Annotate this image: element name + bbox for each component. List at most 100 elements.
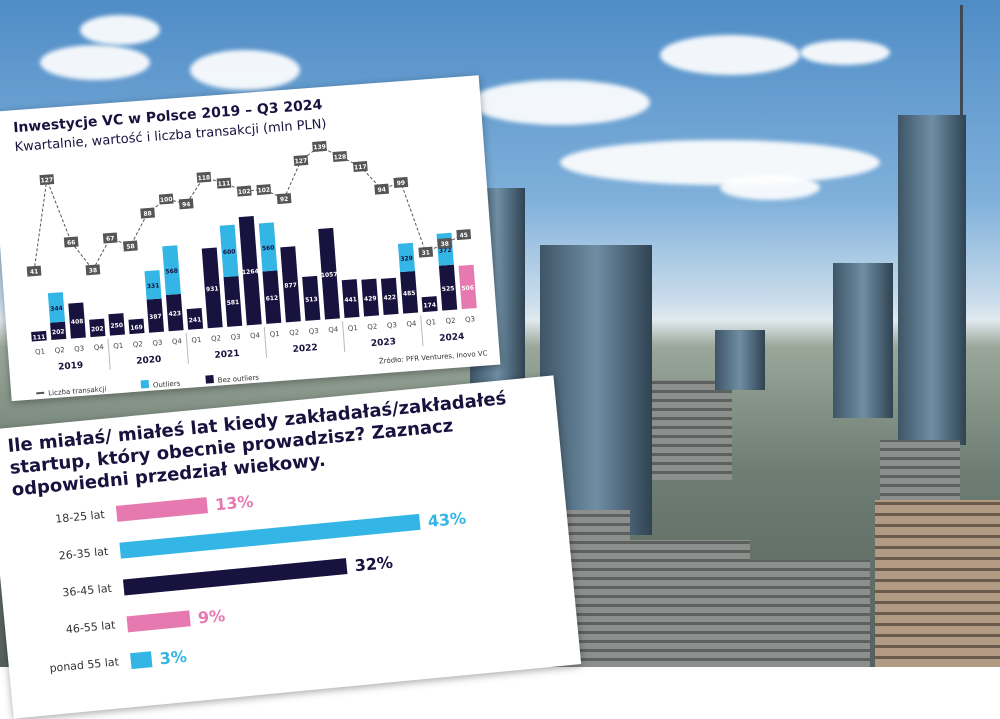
transaction-marker: [293, 154, 309, 166]
category-label: ponad 55 lat: [49, 655, 120, 675]
quarter-tick-label: Q2: [133, 340, 144, 349]
transaction-label: 128: [333, 154, 346, 162]
transaction-label: 41: [30, 268, 39, 276]
legend-outliers-swatch: [140, 379, 150, 389]
bar-value-label: 612: [265, 295, 278, 303]
year-label: 2019: [58, 361, 84, 373]
bar-outliers: [397, 242, 416, 273]
bar-outlier-label: 560: [262, 244, 275, 252]
bar-bez-outliers: [146, 298, 165, 333]
percent-label: 3%: [159, 647, 188, 669]
transaction-label: 66: [67, 239, 76, 247]
year-label: 2023: [371, 337, 397, 349]
transaction-label: 100: [160, 196, 173, 204]
bar-outlier-label: 329: [400, 255, 413, 263]
age-bar: [115, 497, 208, 522]
year-label: 2024: [439, 332, 465, 344]
bar-value-label: 169: [130, 324, 143, 332]
transaction-marker: [456, 229, 472, 241]
bar-bez-outliers: [128, 318, 145, 335]
legend-label: Bez outliers: [217, 374, 259, 385]
transaction-marker: [256, 184, 272, 196]
age-bar: [130, 651, 153, 670]
bar-value-label: 202: [52, 328, 65, 336]
quarter-tick-label: Q3: [74, 345, 85, 354]
quarter-tick-label: Q4: [172, 337, 183, 346]
percent-label: 9%: [197, 606, 226, 628]
transaction-marker: [236, 185, 252, 197]
transaction-marker: [332, 150, 348, 162]
bar-value-label: 485: [403, 290, 416, 298]
transaction-label: 38: [89, 267, 98, 275]
quarter-tick-label: Q2: [54, 346, 65, 355]
bar-bez-outliers: [238, 216, 262, 326]
year-label: 2022: [292, 343, 318, 355]
bar-value-label: 1264: [242, 268, 259, 276]
quarter-tick-label: Q4: [328, 325, 339, 334]
bar-outliers: [162, 245, 181, 296]
bar-value-label: 441: [344, 296, 357, 304]
transaction-label: 58: [126, 243, 135, 251]
bar-bez-outliers: [186, 308, 204, 330]
bar-bez-outliers: [68, 302, 86, 339]
bar-outliers: [47, 292, 66, 323]
quarter-tick-label: Q2: [367, 323, 378, 332]
transaction-marker: [39, 174, 55, 186]
bar-value-label: 422: [383, 294, 396, 302]
transaction-marker: [352, 161, 368, 173]
bar-outlier-label: 600: [223, 248, 236, 256]
quarter-tick-label: Q3: [308, 327, 319, 336]
bar-outliers: [219, 224, 239, 278]
transaction-label: 94: [377, 186, 386, 194]
quarter-tick-label: Q4: [406, 320, 417, 329]
bar-value-label: 506: [461, 284, 474, 292]
year-divider: [185, 332, 189, 364]
bar-outlier-label: 344: [50, 305, 63, 313]
vc-investment-chart-card: Inwestycje VC w Polsce 2019 – Q3 2024 Kw…: [0, 75, 501, 402]
category-label: 46-55 lat: [65, 618, 116, 636]
transaction-label: 92: [280, 196, 289, 204]
bar-outliers: [144, 270, 162, 300]
bar-bez-outliers: [165, 293, 184, 332]
transaction-marker: [393, 176, 409, 188]
source-note: Źródło: PFR Ventures, Inovo VC: [379, 348, 488, 365]
bar-outlier-label: 568: [165, 268, 178, 276]
year-divider: [263, 327, 268, 358]
legend-label: Outliers: [153, 379, 181, 389]
bar-bez-outliers: [380, 277, 399, 316]
transaction-marker: [26, 265, 42, 277]
transaction-marker: [276, 193, 292, 205]
transaction-label: 45: [459, 232, 468, 240]
transaction-label: 127: [294, 158, 307, 166]
transaction-label: 118: [197, 174, 210, 182]
transaction-label: 127: [40, 177, 53, 185]
age-bar: [122, 558, 348, 596]
percent-label: 43%: [427, 508, 467, 531]
bar-value-label: 877: [284, 282, 297, 290]
quarter-tick-label: Q3: [230, 333, 241, 342]
transaction-marker: [418, 246, 434, 258]
quarter-tick-label: Q1: [269, 330, 280, 339]
founder-age-chart-card: Ile miałaś/ miałeś lat kiedy zakładałaś/…: [0, 375, 582, 719]
transaction-label: 139: [313, 143, 326, 151]
bar-value-label: 525: [442, 285, 455, 293]
transaction-label: 99: [396, 180, 405, 188]
percent-label: 13%: [214, 492, 254, 515]
bar-bez-outliers: [302, 275, 321, 321]
bar-value-label: 1057: [321, 271, 338, 279]
bar-bez-outliers: [400, 270, 419, 314]
vc-bar-line-chart: 111 Q1 202 344 Q2 408 Q3 202 Q4 250 Q1 169 Q2 387 331 Q…: [26, 140, 488, 397]
bar-value-label: 581: [226, 299, 239, 307]
bar-value-label: 387: [149, 313, 162, 321]
quarter-tick-label: Q1: [113, 342, 124, 351]
quarter-tick-label: Q2: [211, 334, 222, 343]
bar-value-label: 241: [188, 316, 201, 324]
transaction-label: 111: [218, 180, 231, 188]
transaction-marker: [312, 140, 327, 152]
bar-value-label: 202: [91, 325, 104, 333]
bar-value-label: 429: [364, 295, 377, 303]
year-divider: [420, 315, 424, 347]
bar-value-label: 174: [423, 302, 436, 310]
transaction-label: 38: [440, 241, 449, 249]
bar-value-label: 250: [110, 322, 123, 330]
